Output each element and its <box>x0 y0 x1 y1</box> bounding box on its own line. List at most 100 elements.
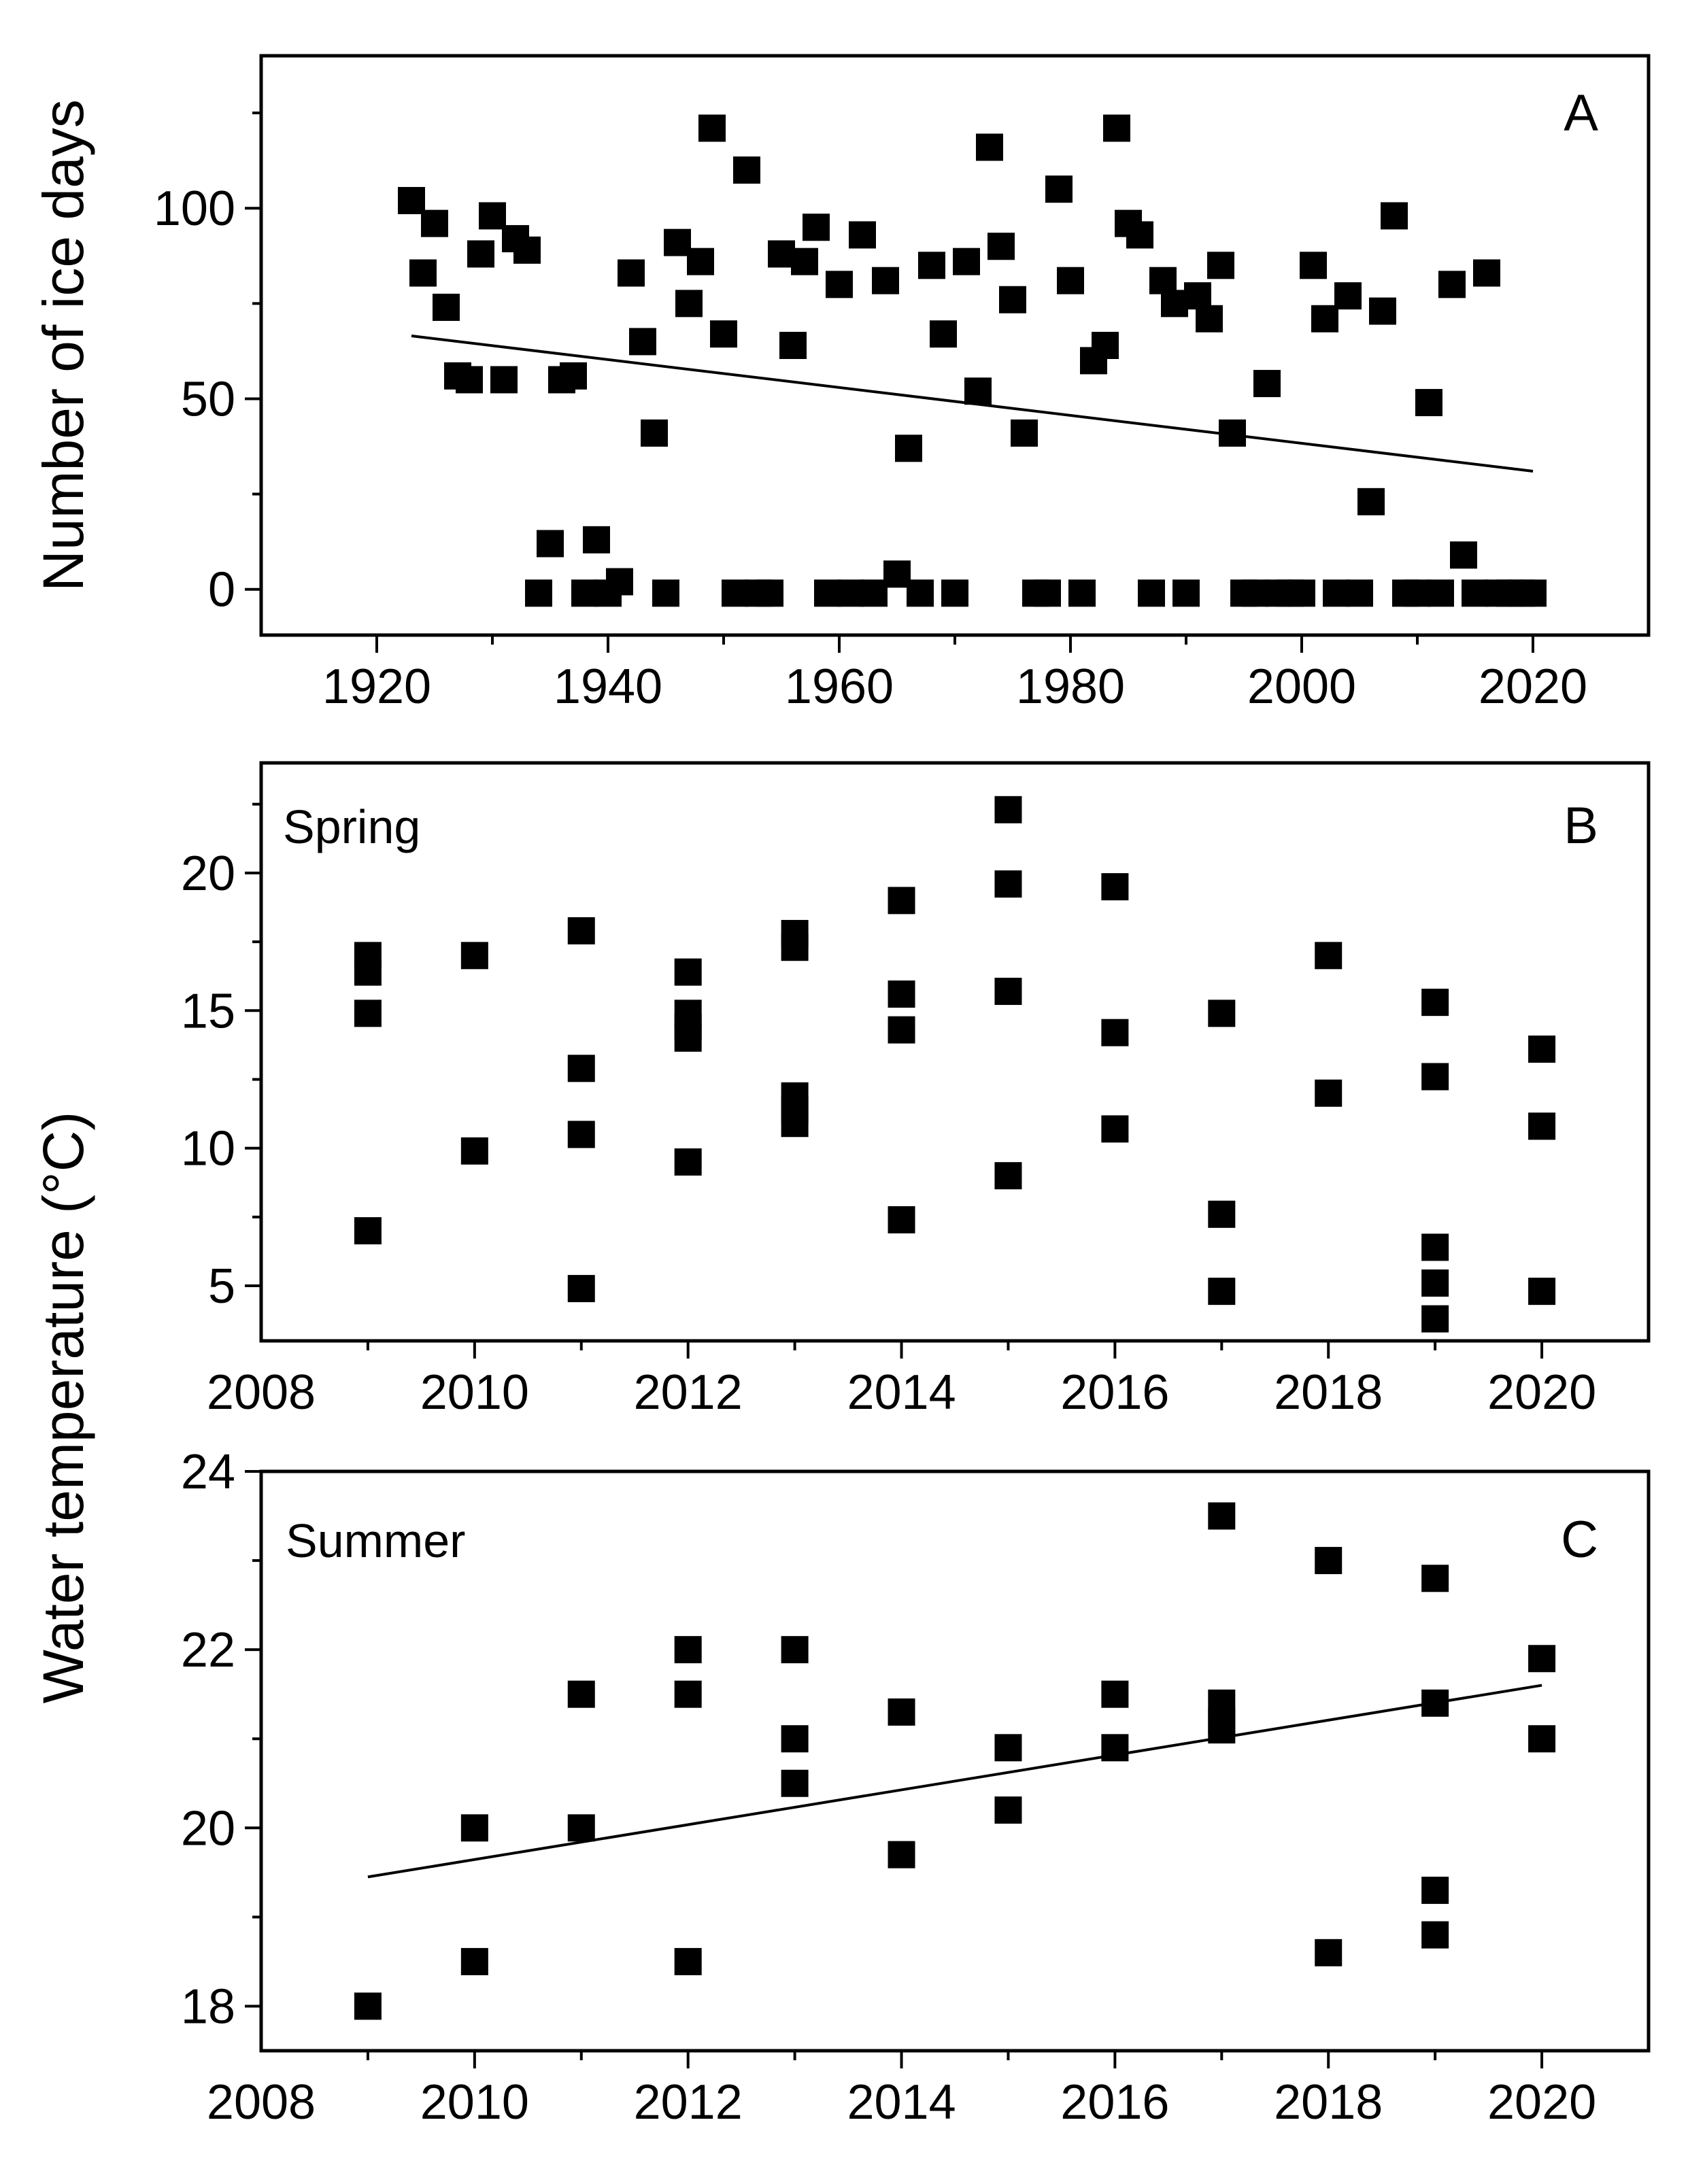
panel-b-data-point <box>460 942 488 970</box>
panel-b-data-point <box>888 1016 915 1044</box>
panel-a-data-point <box>1300 252 1327 279</box>
panel-a-data-point <box>803 214 830 241</box>
panel-a-data-point <box>814 579 841 607</box>
panel-b-data-point <box>994 796 1022 823</box>
panel-a-data-point <box>652 579 679 607</box>
panel-b-data-point <box>1421 1063 1449 1091</box>
panel-b-x-tick-label: 2016 <box>1060 1365 1169 1420</box>
shared-water-temperature-ylabel: Water temperature (°C) <box>31 1112 95 1704</box>
panel-c-season-label: Summer <box>286 1514 465 1567</box>
panel-a-data-point <box>409 259 437 287</box>
panel-a-x-tick-label: 2000 <box>1247 660 1356 714</box>
panel-a-data-point <box>1034 579 1061 607</box>
panel-a-data-point <box>641 419 668 447</box>
panel-b-data-point <box>1315 942 1343 970</box>
panel-a-data-point <box>849 221 876 249</box>
panel-a-data-point <box>1473 259 1500 287</box>
panel-c-x-ticks: 2008 2010 2012 2014 2016 2018 2020 <box>207 2051 1596 2130</box>
panel-b-data-point <box>674 958 702 986</box>
panel-c-data-point <box>1101 1680 1129 1708</box>
panel-a-y-tick-label: 100 <box>154 182 235 236</box>
panel-a-y-tick-label: 0 <box>208 563 235 617</box>
panel-a-data-point <box>698 114 726 142</box>
panel-b-data-point <box>460 1137 488 1165</box>
panel-a-data-point <box>398 187 425 214</box>
panel-c-x-tick-label: 2012 <box>634 2075 743 2130</box>
panel-c-data-point <box>888 1841 915 1869</box>
panel-a-data-point <box>1288 579 1315 607</box>
panel-b-x-tick-label: 2010 <box>420 1365 529 1420</box>
panel-c-data-point <box>1315 1547 1343 1575</box>
panel-b-y-tick-label: 5 <box>208 1259 235 1314</box>
panel-a-x-tick-label: 1920 <box>322 660 431 714</box>
panel-b-data-point <box>781 934 809 961</box>
panel-a-data-point <box>490 366 518 394</box>
panel-a-data-point <box>664 228 691 256</box>
panel-c-trend-line <box>367 1684 1542 1879</box>
panel-b-y-tick-label: 20 <box>181 847 235 901</box>
panel-a-data-point <box>687 248 714 275</box>
panel-b-data-point <box>994 977 1022 1005</box>
panel-a-data-point <box>860 579 888 607</box>
panel-c-frame <box>259 1469 1651 2053</box>
panel-a-data-point <box>1381 202 1408 230</box>
panel-a-data-point <box>837 579 864 607</box>
panel-b-letter: B <box>1564 797 1598 855</box>
panel-a-data-point <box>571 579 598 607</box>
panel-a-data-point <box>618 259 645 287</box>
panel-a-data-point <box>1404 579 1431 607</box>
panel-a-data-point <box>872 267 899 294</box>
panel-c-data-point <box>567 1814 595 1842</box>
panel-a-data-point <box>918 252 945 279</box>
panel-c-data-point <box>1315 1939 1343 1966</box>
panel-a-x-tick-label: 1960 <box>785 660 894 714</box>
panel-c-y-tick-label: 20 <box>181 1801 235 1856</box>
panel-a-ice-days: 1920 1940 1960 1980 2000 2020 0 50 100 A Number… <box>31 54 1651 714</box>
panel-a-data-point <box>999 286 1026 313</box>
panel-a-data-point <box>756 579 783 607</box>
panel-a-data-point <box>953 248 980 275</box>
panel-b-x-ticks: 2008 2010 2012 2014 2016 2018 2020 <box>207 1341 1596 1420</box>
panel-b-data-point <box>781 1110 809 1138</box>
panel-b-data-point <box>994 1162 1022 1190</box>
panel-a-data-point <box>456 366 483 394</box>
panel-c-y-tick-label: 24 <box>181 1445 235 1499</box>
panel-b-data-point <box>354 1000 382 1027</box>
panel-c-data-point <box>1208 1502 1236 1530</box>
panel-b-data-point <box>1101 873 1129 901</box>
panel-a-data-point <box>1462 579 1489 607</box>
panel-a-data-point <box>895 434 922 462</box>
panel-a-data-point <box>1207 252 1234 279</box>
panel-a-data-point <box>1334 282 1362 310</box>
panel-b-data-point <box>1208 1200 1236 1228</box>
panel-a-data-point <box>583 526 610 553</box>
panel-a-y-tick-label: 50 <box>181 372 235 426</box>
panel-b-data-point <box>674 1024 702 1052</box>
panel-a-data-point <box>768 240 795 268</box>
panel-b-data-point <box>1208 1278 1236 1306</box>
panel-c-data-point <box>1421 1565 1449 1592</box>
panel-c-x-tick-label: 2016 <box>1060 2075 1169 2130</box>
panel-c-trend <box>367 1684 1542 1879</box>
panel-a-data-point <box>1438 271 1466 298</box>
panel-a-data-point <box>1184 282 1211 310</box>
panel-c-data-point <box>674 1680 702 1708</box>
panel-a-data-point <box>1427 579 1454 607</box>
panel-a-data-point <box>1357 488 1385 515</box>
panel-b-y-ticks: 5 10 15 20 <box>181 802 261 1314</box>
panel-a-data-point <box>467 240 494 268</box>
panel-c-letter: C <box>1561 1511 1598 1569</box>
panel-a-x-tick-label: 1940 <box>554 660 662 714</box>
panel-a-data-point <box>537 530 564 558</box>
panel-a-data-point <box>779 332 807 359</box>
panel-b-data-point <box>1421 1269 1449 1297</box>
panel-c-data-point <box>674 1636 702 1664</box>
panel-b-data-point <box>1421 1233 1449 1261</box>
panel-a-data-point <box>1103 114 1130 142</box>
panel-c-data-point <box>994 1796 1022 1824</box>
panel-a-data-point <box>791 248 818 275</box>
panel-c-x-tick-label: 2008 <box>207 2075 316 2130</box>
panel-b-x-tick-label: 2012 <box>634 1365 743 1420</box>
panel-c-data-point <box>1528 1725 1556 1753</box>
panel-c-y-tick-label: 22 <box>181 1623 235 1677</box>
